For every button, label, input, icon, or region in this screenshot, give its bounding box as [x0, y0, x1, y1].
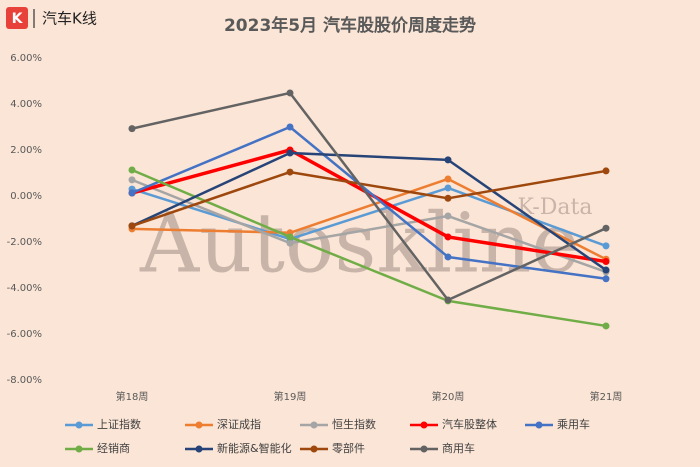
series-line — [131, 169, 607, 228]
y-tick-label: 2.00% — [10, 145, 42, 156]
point — [286, 168, 294, 176]
legend-label: 新能源&智能化 — [217, 441, 292, 455]
legend-label: 乘用车 — [557, 417, 590, 431]
point — [444, 184, 452, 192]
point — [128, 166, 136, 174]
legend-label: 商用车 — [442, 441, 475, 455]
legend-label: 恒生指数 — [332, 417, 376, 431]
point — [128, 222, 136, 230]
point — [602, 167, 610, 175]
series-line — [131, 151, 607, 272]
y-tick-label: 0.00% — [10, 191, 42, 202]
point — [602, 224, 610, 232]
point — [286, 89, 294, 97]
point — [602, 322, 610, 330]
y-tick-label: 4.00% — [10, 99, 42, 110]
legend-label: 经销商 — [97, 441, 130, 455]
series-line — [131, 177, 607, 261]
x-tick-label: 第20周 — [432, 390, 465, 403]
point — [602, 258, 610, 266]
legend-label: 汽车股整体 — [442, 417, 497, 431]
legend-label: 深证成指 — [217, 417, 261, 431]
x-tick-label: 第21周 — [590, 390, 623, 403]
series-line — [131, 168, 607, 328]
point — [286, 149, 294, 157]
legend-marker — [310, 445, 318, 453]
point — [128, 125, 136, 133]
legend-marker — [75, 421, 83, 429]
y-tick-label: -8.00% — [7, 375, 42, 386]
legend-marker — [195, 421, 203, 429]
point — [444, 175, 452, 183]
point — [444, 194, 452, 202]
legend-marker — [310, 421, 318, 429]
y-tick-label: 6.00% — [10, 53, 42, 64]
legend-marker — [420, 421, 428, 429]
point — [286, 233, 294, 241]
legend-label: 上证指数 — [97, 417, 141, 431]
point — [286, 239, 294, 247]
series-line — [131, 178, 607, 274]
legend-marker — [535, 421, 543, 429]
point — [128, 176, 136, 184]
chart-title: 2023年5月 汽车股股价周度走势 — [224, 15, 476, 36]
point — [602, 266, 610, 274]
y-tick-label: -2.00% — [7, 237, 42, 248]
brand: 汽车K线 — [42, 10, 97, 28]
logo-letter: K — [12, 11, 24, 27]
point — [602, 242, 610, 250]
legend-marker — [75, 445, 83, 453]
series-line — [131, 125, 607, 281]
logo-icon — [6, 7, 28, 29]
point — [444, 156, 452, 164]
y-tick-label: -6.00% — [7, 329, 42, 340]
y-tick-label: -4.00% — [7, 283, 42, 294]
point — [444, 296, 452, 304]
legend-label: 零部件 — [332, 441, 365, 455]
point — [444, 212, 452, 220]
legend-marker — [195, 445, 203, 453]
point — [128, 189, 136, 197]
series-line — [131, 91, 607, 302]
point — [602, 275, 610, 283]
x-tick-label: 第18周 — [116, 390, 149, 403]
point — [444, 233, 452, 241]
x-tick-label: 第19周 — [274, 390, 307, 403]
point — [286, 123, 294, 131]
series-line — [131, 186, 607, 248]
watermark: Autoskline — [139, 197, 580, 292]
legend-marker — [420, 445, 428, 453]
point — [444, 253, 452, 261]
